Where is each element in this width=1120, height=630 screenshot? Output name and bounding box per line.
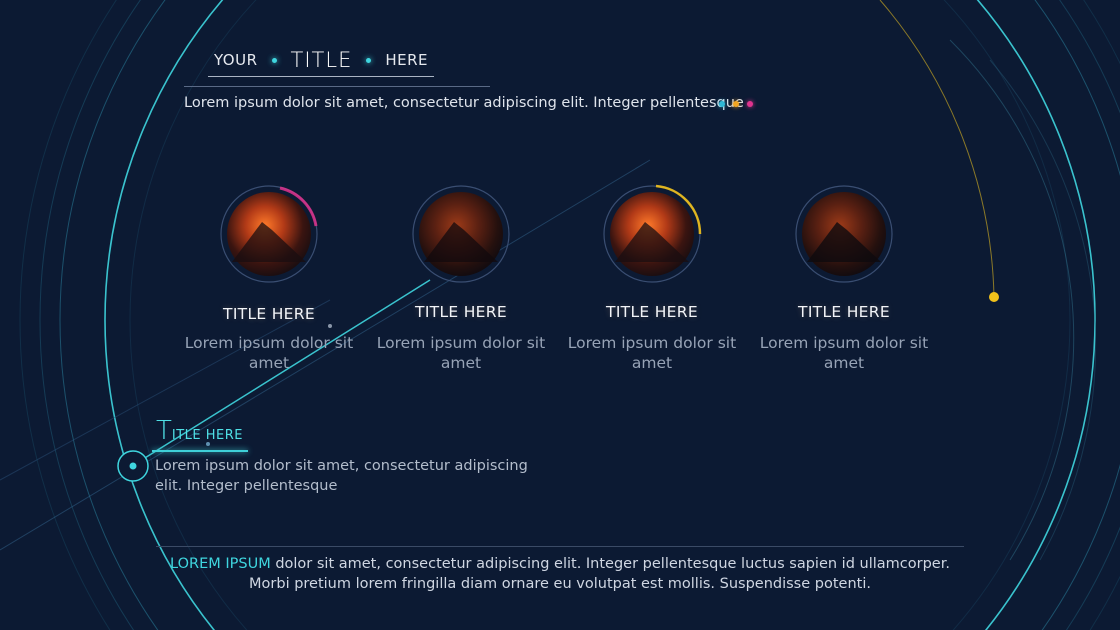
footer-divider	[156, 546, 964, 547]
card-4-desc: Lorem ipsum dolor sit amet	[759, 334, 929, 372]
header-underline	[208, 76, 434, 77]
feature-title-initial: T	[156, 416, 172, 446]
header-title: YOUR TITLE HERE	[208, 44, 434, 76]
card-1-title: TITLE HERE	[223, 305, 315, 323]
card-2-desc: Lorem ipsum dolor sit amet	[376, 334, 546, 372]
concentric-rings	[19, 0, 1120, 630]
footer-text: LOREM IPSUM dolor sit amet, consectetur …	[150, 554, 970, 594]
header-divider	[184, 86, 490, 87]
subtitle-dot-1-icon	[719, 101, 725, 107]
feature-desc: Lorem ipsum dolor sit amet, consectetur …	[155, 458, 528, 494]
subtitle-dot-2-icon	[733, 101, 739, 107]
card-3-desc: Lorem ipsum dolor sit amet	[567, 334, 737, 372]
subtitle-dot-3-icon	[747, 101, 753, 107]
header-dot-icon	[271, 57, 277, 63]
dot-marker-icon	[989, 292, 999, 302]
header-word-left: YOUR	[213, 51, 258, 69]
feature-title-rest: ITLE HERE	[171, 428, 243, 443]
feature-underline	[152, 450, 248, 452]
header-word-center: TITLE	[290, 48, 353, 72]
subtitle-text: Lorem ipsum dolor sit amet, consectetur …	[184, 95, 744, 111]
card-1-desc: Lorem ipsum dolor sit amet	[184, 334, 354, 372]
subtitle: Lorem ipsum dolor sit amet, consectetur …	[184, 95, 744, 111]
card-3-title: TITLE HERE	[606, 303, 698, 321]
card-4-title: TITLE HERE	[798, 303, 890, 321]
footer-body: dolor sit amet, consectetur adipiscing e…	[249, 556, 950, 592]
header-dot-icon	[366, 57, 372, 63]
card-2-title: TITLE HERE	[415, 303, 507, 321]
header-word-right: HERE	[385, 51, 429, 69]
feature-title: TITLE HERE	[156, 416, 243, 446]
card-images	[220, 184, 893, 283]
footer-highlight: LOREM IPSUM	[170, 556, 271, 572]
